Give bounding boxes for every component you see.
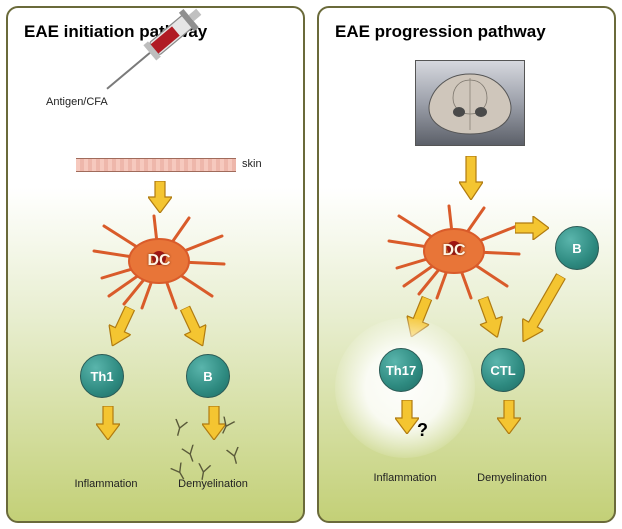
b-cell-left: B <box>186 354 230 398</box>
dc-cell-right: DC <box>389 206 519 296</box>
arrow-skin-to-dc <box>148 181 172 213</box>
brain-image <box>415 60 525 146</box>
panel-title-right: EAE progression pathway <box>319 8 614 48</box>
arrow-brain-to-dc <box>459 156 483 200</box>
skin-label: skin <box>242 158 262 170</box>
b-cell-right: B <box>555 226 599 270</box>
panel-progression: EAE progression pathway DC B <box>317 6 616 523</box>
b-label-right: B <box>572 241 581 256</box>
th1-label: Th1 <box>90 369 113 384</box>
arrow-dc-to-b <box>515 216 549 240</box>
inflammation-label-left: Inflammation <box>66 478 146 490</box>
antibody-icon <box>226 447 245 471</box>
ctl-label: CTL <box>490 363 515 378</box>
syringe-label: Antigen/CFA <box>46 96 108 108</box>
ctl-cell: CTL <box>481 348 525 392</box>
b-label-left: B <box>203 369 212 384</box>
th17-label: Th17 <box>386 363 416 378</box>
skin-strip <box>76 158 236 172</box>
demyelination-label-left: Demyelination <box>168 478 258 490</box>
arrow-b-to-ctl <box>513 270 572 348</box>
dc-label-right: DC <box>442 242 465 260</box>
arrow-ctl-to-demyelination <box>497 400 521 434</box>
arrow-dc-to-ctl <box>472 294 509 342</box>
th17-cell: Th17 <box>379 348 423 392</box>
arrow-dc-to-th17 <box>400 294 438 342</box>
arrow-dc-to-th1 <box>101 303 141 351</box>
panel-initiation: EAE initiation pathway Antigen/CFA skin … <box>6 6 305 523</box>
arrow-dc-to-b <box>174 303 214 351</box>
dc-cell-left: DC <box>94 216 224 306</box>
arrow-th17-to-inflammation <box>395 400 419 434</box>
antibody-icon <box>170 419 189 443</box>
th1-cell: Th1 <box>80 354 124 398</box>
inflammation-label-right: Inflammation <box>365 472 445 484</box>
question-mark: ? <box>417 420 428 441</box>
demyelination-label-right: Demyelination <box>467 472 557 484</box>
arrow-th1-to-inflammation <box>96 406 120 440</box>
dc-label-left: DC <box>147 252 170 270</box>
